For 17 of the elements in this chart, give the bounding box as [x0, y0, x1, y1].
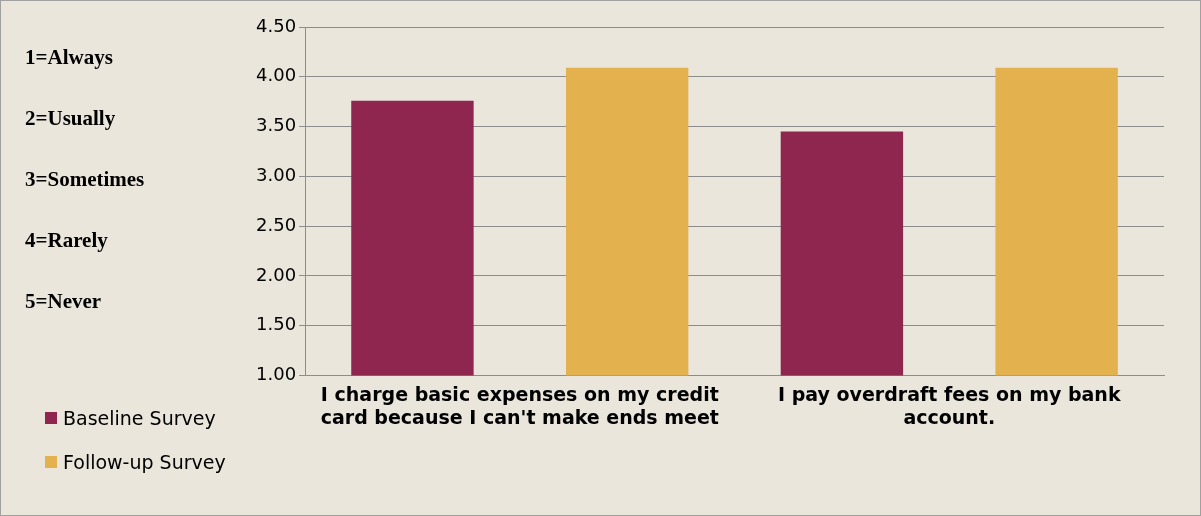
text: 4=Rarely — [25, 228, 109, 254]
y-tick-label: 4.50 — [256, 14, 297, 36]
x-tick-label: I pay overdraft fees on my bank account. — [778, 382, 1121, 428]
text: 2=Usually — [25, 106, 117, 132]
text: 5=Never — [25, 289, 103, 315]
y-tick-label: 1.00 — [256, 363, 297, 385]
text: 3=Sometimes — [25, 167, 145, 193]
y-tick-label: 1.50 — [256, 313, 297, 335]
legend-label: Baseline Survey — [63, 407, 216, 429]
legend-label: Follow-up Survey — [63, 451, 226, 473]
y-tick-label: 3.00 — [256, 163, 297, 185]
text: 1=Always — [25, 45, 114, 71]
y-tick-label: 2.00 — [256, 263, 297, 285]
y-tick-label: 3.50 — [256, 114, 297, 136]
x-tick-label: I charge basic expenses on my credit card because I can't make ends meet — [320, 382, 719, 428]
y-tick-label: 2.50 — [256, 213, 297, 235]
y-tick-label: 4.00 — [256, 64, 297, 86]
